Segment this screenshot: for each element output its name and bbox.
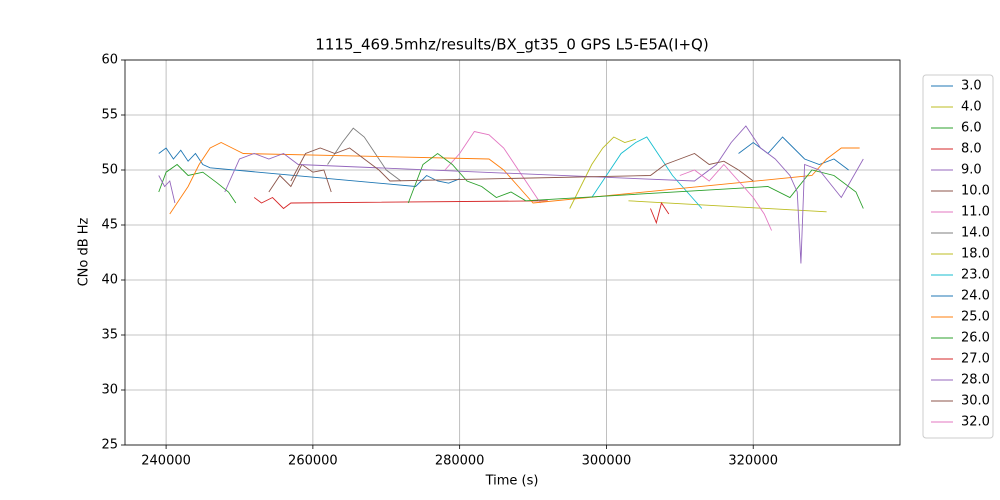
series-line — [158, 163, 237, 204]
y-tick-label: 40 — [101, 273, 118, 288]
y-tick-label: 55 — [101, 108, 118, 123]
legend-label: 23.0 — [961, 268, 990, 283]
legend-label: 25.0 — [961, 310, 990, 325]
x-axis-label: Time (s) — [485, 474, 539, 489]
legend-label: 28.0 — [961, 373, 990, 388]
series-line — [158, 175, 176, 204]
series-line — [591, 136, 703, 209]
legend-label: 8.0 — [961, 142, 982, 157]
x-tick-label: 320000 — [728, 454, 778, 469]
plot-frame — [124, 59, 901, 446]
legend-label: 3.0 — [961, 79, 982, 94]
series-line — [628, 200, 827, 213]
x-tick-label: 240000 — [141, 454, 191, 469]
legend-label: 27.0 — [961, 352, 990, 367]
y-axis-label: CNo dB Hz — [77, 217, 92, 286]
series-line — [407, 152, 864, 209]
legend-label: 30.0 — [961, 394, 990, 409]
x-tick-label: 260000 — [288, 454, 338, 469]
legend-label: 10.0 — [961, 184, 990, 199]
y-tick-label: 50 — [101, 163, 118, 178]
legend-label: 4.0 — [961, 100, 982, 115]
series-line — [569, 136, 636, 209]
legend-label: 6.0 — [961, 121, 982, 136]
y-tick-label: 25 — [101, 438, 118, 453]
series-line — [158, 147, 460, 187]
series-line — [253, 196, 548, 210]
y-tick-label: 45 — [101, 218, 118, 233]
series-line — [169, 141, 860, 215]
series-line — [444, 130, 541, 204]
legend-label: 32.0 — [961, 415, 990, 430]
series-line — [738, 136, 849, 171]
x-tick-label: 280000 — [435, 454, 485, 469]
series-line — [224, 125, 864, 264]
series-line — [679, 163, 772, 231]
y-tick-label: 35 — [101, 328, 118, 343]
y-tick-label: 60 — [101, 53, 118, 68]
legend-box — [922, 74, 994, 439]
legend-label: 26.0 — [961, 331, 990, 346]
legend-label: 18.0 — [961, 247, 990, 262]
legend-label: 11.0 — [961, 205, 990, 220]
y-tick-label: 30 — [101, 383, 118, 398]
series-line — [650, 201, 670, 225]
series-line — [290, 147, 754, 182]
legend-label: 14.0 — [961, 226, 990, 241]
x-tick-label: 300000 — [582, 454, 632, 469]
legend-label: 24.0 — [961, 289, 990, 304]
legend-label: 9.0 — [961, 163, 982, 178]
series-line — [327, 127, 402, 182]
chart-title: 1115_469.5mhz/results/BX_gt35_0 GPS L5-E… — [315, 36, 708, 55]
